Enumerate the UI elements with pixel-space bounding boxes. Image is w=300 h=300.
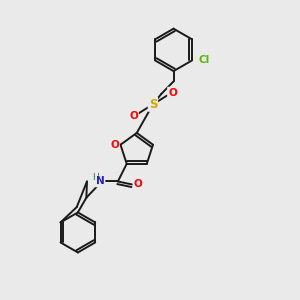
Text: Cl: Cl — [199, 56, 210, 65]
Text: H: H — [92, 173, 99, 182]
Text: O: O — [129, 111, 138, 121]
Text: O: O — [134, 179, 142, 189]
Text: O: O — [110, 140, 119, 150]
Text: S: S — [149, 98, 157, 111]
Text: O: O — [168, 88, 177, 98]
Text: N: N — [96, 176, 105, 187]
